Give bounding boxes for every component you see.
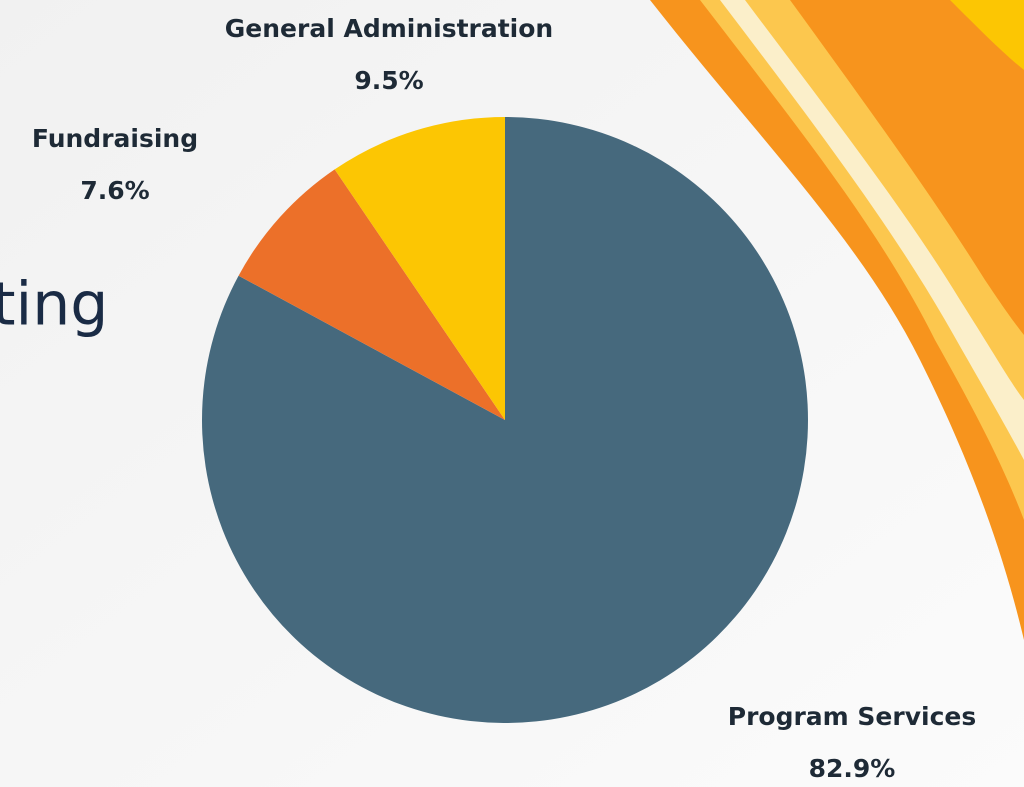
slice-value-label: 82.9% [809,754,896,783]
slice-value-label: 7.6% [80,176,149,205]
slice-label: Program Services [728,702,977,731]
slice-label: General Administration [225,14,553,43]
chart: ting Program Services 82.9% Fundraising 7.6… [0,0,1024,787]
slice-label: Fundraising [32,124,198,153]
slice-value-label: 9.5% [354,66,423,95]
heading-fragment: ting [0,270,108,340]
